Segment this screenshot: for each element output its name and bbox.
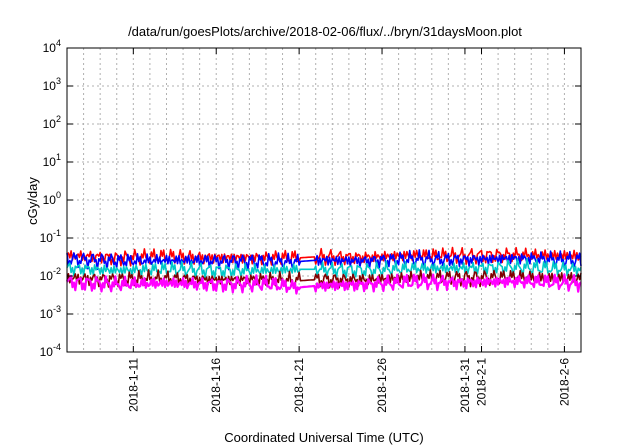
x-tick-labels: 2018-1-11 2018-1-16 2018-1-21 2018-1-26 2018… bbox=[126, 358, 571, 413]
chart-title: /data/run/goesPlots/archive/2018-02-06/f… bbox=[128, 24, 522, 39]
y-tick-label: 104 bbox=[43, 38, 61, 55]
y-axis-label: cGy/day bbox=[25, 177, 40, 225]
series-line bbox=[66, 258, 582, 280]
x-tick-label: 2018-1-16 bbox=[209, 358, 223, 413]
y-tick-labels: 10-4 10-3 10-2 10-1 100 101 102 103 104 bbox=[40, 38, 61, 359]
series-line bbox=[66, 273, 582, 295]
x-tick-label: 2018-1-26 bbox=[375, 358, 389, 413]
series-line bbox=[66, 249, 582, 271]
series-line bbox=[66, 246, 582, 267]
ticks bbox=[67, 47, 581, 353]
x-tick-label: 2018-1-31 bbox=[458, 358, 472, 413]
series-layer bbox=[66, 246, 582, 295]
y-tick-label: 10-3 bbox=[40, 304, 61, 321]
y-tick-label: 101 bbox=[43, 152, 61, 169]
y-tick-label: 10-2 bbox=[40, 266, 61, 283]
y-tick-label: 10-4 bbox=[40, 342, 61, 359]
x-axis-label: Coordinated Universal Time (UTC) bbox=[224, 430, 423, 445]
y-tick-label: 10-1 bbox=[40, 228, 61, 245]
grid bbox=[67, 48, 581, 352]
x-tick-label: 2018-2-6 bbox=[557, 358, 571, 406]
x-tick-label: 2018-1-11 bbox=[126, 358, 140, 412]
x-tick-label: 2018-1-21 bbox=[292, 358, 306, 413]
y-tick-label: 103 bbox=[43, 76, 61, 93]
x-tick-label: 2018-2-1 bbox=[475, 358, 489, 406]
y-tick-label: 102 bbox=[43, 114, 61, 131]
y-tick-label: 100 bbox=[43, 190, 61, 207]
